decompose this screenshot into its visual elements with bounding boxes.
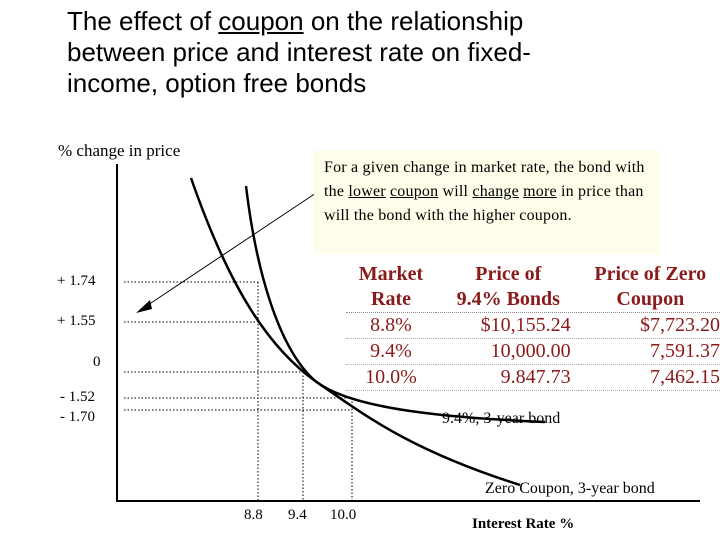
y-axis-label: % change in price [58,141,181,160]
title-text: on the relationship [303,6,524,36]
table-header-row: Market Rate Price of 9.4% Bonds Price of Z… [346,262,720,313]
y-tick-plus-1-55: + 1.55 [57,313,96,329]
header-price-zero-coupon: Price of Zero Coupon [581,262,720,313]
header-price-9-4-bonds: Price of 9.4% Bonds [436,262,581,313]
table-row: 10.0% 9.847.73 7,462.15 [346,365,720,391]
header-line: Price of Zero [594,263,707,285]
table-cell: 9.847.73 [500,366,571,388]
callout-underlined-change: change [472,183,519,200]
y-tick-minus-1-52: - 1.52 [60,389,95,405]
bond-price-table: Market Rate Price of 9.4% Bonds Price of Z… [346,262,720,391]
table-row: 8.8% $10,155.24 $7,723.20 [346,313,720,339]
x-tick-8-8: 8.8 [244,507,263,523]
coupon-bond-curve-label: 9.4%, 3-year bond [442,410,561,427]
callout-underlined-coupon: coupon [390,183,439,200]
callout-text: will [438,183,473,200]
zero-coupon-bond-curve-label: Zero Coupon, 3-year bond [485,480,655,497]
callout-underlined-more: more [523,183,557,200]
title-line-2: between price and interest rate on fixed… [67,37,531,67]
table-cell: $7,723.20 [640,314,720,336]
title-text: The effect of [67,6,219,36]
table-cell: 9.4% [370,340,412,362]
header-line: 9.4% Bonds [456,288,560,310]
header-line: Market [358,263,424,285]
callout-underlined-lower: lower [348,183,386,200]
callout-arrow-line [141,192,317,310]
x-tick-9-4: 9.4 [288,507,307,523]
x-axis-label: Interest Rate % [472,516,575,532]
y-tick-zero: 0 [93,354,101,370]
title-underlined-word: coupon [218,6,304,36]
callout-text: in price than will the bond with the hig… [324,183,644,224]
table-cell: 7,591.37 [650,340,720,362]
table-cell: 8.8% [370,314,412,336]
table-cell: 10.0% [365,366,417,388]
header-line: Price of [475,263,542,285]
x-tick-10-0: 10.0 [330,507,357,523]
y-tick-plus-1-74: + 1.74 [57,273,96,289]
table-row: 9.4% 10,000.00 7,591.37 [346,339,720,365]
title-line-1: The effect of coupon on the relationship [67,6,687,37]
header-market-rate: Market Rate [346,262,436,313]
slide-title: The effect of coupon on the relationship… [67,6,687,99]
title-line-3: income, option free bonds [67,68,367,98]
callout-text: For a given change in market rate, the b… [324,159,645,200]
callout-arrowhead [136,300,152,313]
zero-coupon-bond-curve [189,177,521,487]
table-cell: $10,155.24 [480,314,571,336]
table-cell: 7,462.15 [650,366,720,388]
explanation-callout: For a given change in market rate, the b… [314,150,660,254]
y-tick-minus-1-70: - 1.70 [60,409,95,425]
header-line: Coupon [616,288,685,310]
table-cell: 10,000.00 [490,340,571,362]
header-line: Rate [371,288,411,310]
